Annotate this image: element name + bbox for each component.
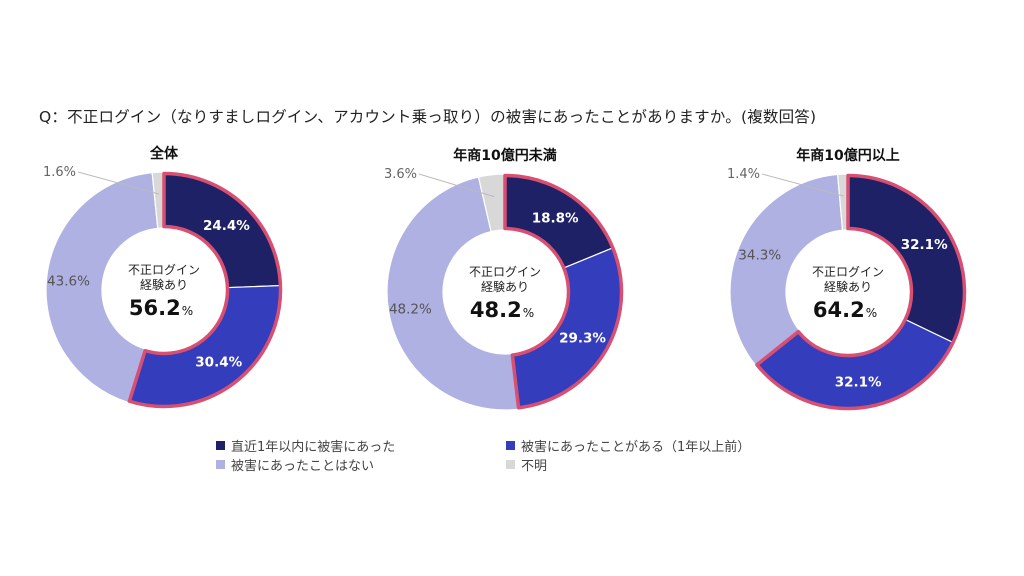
- legend-item-past: 被害にあったことがある（1年以上前）: [506, 436, 750, 455]
- center-value: 56.2%: [129, 296, 193, 320]
- legend-item-recent: 直近1年以内に被害にあった: [216, 436, 395, 455]
- legend-swatch-recent: [216, 441, 225, 450]
- highlight-outline: [755, 173, 967, 411]
- legend-item-never: 被害にあったことはない: [216, 455, 374, 474]
- center-hole: [103, 229, 225, 351]
- slice-label-recent: 18.8%: [532, 210, 579, 226]
- slice-label-unknown: 1.6%: [43, 165, 76, 180]
- center-label: 経験あり: [481, 279, 529, 294]
- legend-item-unknown: 不明: [506, 455, 547, 474]
- leader-line-unknown: [77, 171, 160, 195]
- center-hole: [787, 231, 909, 353]
- leader-line-unknown: [761, 173, 844, 197]
- center-value-unit: %: [866, 306, 877, 320]
- slice-label-unknown: 1.4%: [727, 167, 760, 182]
- slice-label-past: 29.3%: [559, 331, 606, 347]
- center-value-unit: %: [523, 306, 534, 320]
- center-label: 経験あり: [140, 277, 188, 292]
- center-label: 経験あり: [824, 279, 872, 294]
- slice-label-past: 30.4%: [195, 354, 242, 370]
- legend-label-never: 被害にあったことはない: [231, 459, 375, 474]
- legend: 直近1年以内に被害にあった 被害にあったことがある（1年以上前） 被害にあったこ…: [216, 436, 816, 476]
- slice-label-unknown: 3.6%: [384, 167, 417, 182]
- chart-title: 全体: [149, 145, 179, 162]
- legend-swatch-unknown: [506, 460, 515, 469]
- center-label: 不正ログイン: [128, 263, 200, 277]
- slice-never: [45, 171, 159, 404]
- center-value-number: 64.2: [813, 298, 865, 322]
- center-value: 64.2%: [813, 298, 877, 322]
- center-value-unit: %: [182, 304, 193, 318]
- center-value-number: 48.2: [470, 298, 522, 322]
- slice-never: [386, 176, 520, 411]
- center-hole: [444, 231, 566, 353]
- legend-swatch-never: [216, 460, 225, 469]
- slice-label-recent: 24.4%: [203, 218, 250, 234]
- legend-label-recent: 直近1年以内に被害にあった: [231, 440, 396, 455]
- slice-label-never: 34.3%: [738, 247, 781, 263]
- slice-label-past: 32.1%: [835, 374, 882, 390]
- slice-label-recent: 32.1%: [901, 237, 948, 253]
- slice-label-never: 48.2%: [389, 301, 432, 317]
- slice-never: [729, 173, 844, 367]
- leader-line-unknown: [418, 173, 495, 198]
- center-label: 不正ログイン: [812, 265, 884, 279]
- chart-title: 年商10億円未満: [453, 147, 556, 164]
- legend-label-past: 被害にあったことがある（1年以上前）: [521, 440, 751, 455]
- highlight-outline: [127, 171, 283, 409]
- center-value-number: 56.2: [129, 296, 181, 320]
- legend-label-unknown: 不明: [521, 459, 548, 474]
- chart-title: 年商10億円以上: [796, 147, 899, 164]
- center-label: 不正ログイン: [469, 265, 541, 279]
- highlight-outline: [503, 173, 624, 410]
- legend-swatch-past: [506, 441, 515, 450]
- center-value: 48.2%: [470, 298, 534, 322]
- question-text: Q：不正ログイン（なりすましログイン、アカウント乗っ取り）の被害にあったことがあ…: [39, 108, 817, 126]
- slice-label-never: 43.6%: [47, 273, 90, 289]
